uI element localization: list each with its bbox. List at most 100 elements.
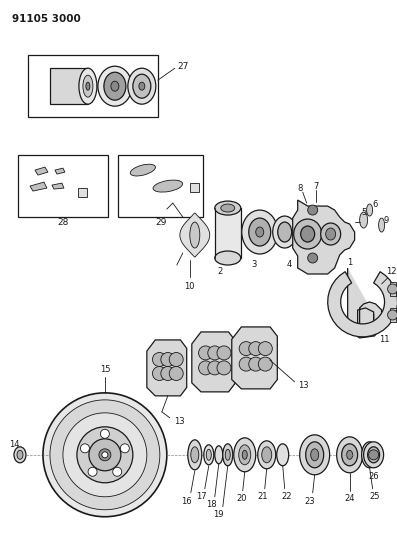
Text: 15: 15 — [100, 366, 110, 374]
Bar — [18, 155, 108, 217]
Polygon shape — [180, 213, 210, 257]
Ellipse shape — [204, 445, 214, 465]
Polygon shape — [389, 282, 395, 296]
Text: 25: 25 — [369, 492, 380, 501]
Ellipse shape — [225, 449, 230, 461]
Polygon shape — [55, 168, 65, 174]
Text: 10: 10 — [185, 282, 195, 292]
Circle shape — [198, 346, 212, 360]
Text: 16: 16 — [181, 497, 192, 506]
Text: 28: 28 — [57, 217, 69, 227]
Ellipse shape — [239, 445, 251, 465]
Polygon shape — [35, 167, 48, 175]
Polygon shape — [192, 332, 235, 392]
Circle shape — [239, 357, 253, 371]
Text: 9: 9 — [384, 215, 389, 224]
Circle shape — [387, 310, 397, 320]
Text: 7: 7 — [313, 182, 318, 191]
Circle shape — [258, 357, 272, 371]
Circle shape — [100, 430, 110, 438]
Text: 19: 19 — [214, 510, 224, 519]
Text: 21: 21 — [258, 492, 268, 501]
Ellipse shape — [326, 228, 335, 240]
Polygon shape — [232, 327, 278, 389]
Ellipse shape — [17, 450, 23, 459]
Text: 23: 23 — [304, 497, 315, 506]
Ellipse shape — [242, 210, 278, 254]
Text: 18: 18 — [206, 500, 217, 509]
Ellipse shape — [258, 441, 276, 469]
Ellipse shape — [337, 437, 362, 473]
Ellipse shape — [368, 447, 380, 463]
Polygon shape — [328, 272, 397, 337]
Ellipse shape — [14, 447, 26, 463]
Ellipse shape — [111, 81, 119, 91]
Ellipse shape — [223, 444, 233, 466]
Bar — [190, 183, 199, 192]
Ellipse shape — [306, 442, 324, 468]
Text: 12: 12 — [386, 268, 397, 277]
Ellipse shape — [364, 442, 384, 468]
Circle shape — [152, 352, 166, 367]
Bar — [50, 68, 88, 104]
Text: 24: 24 — [344, 494, 355, 503]
Text: 2: 2 — [217, 268, 222, 277]
Circle shape — [63, 413, 147, 497]
Ellipse shape — [206, 449, 211, 461]
Text: 4: 4 — [287, 260, 292, 269]
Circle shape — [89, 439, 121, 471]
Ellipse shape — [128, 68, 156, 104]
Bar — [215, 208, 241, 258]
Ellipse shape — [249, 218, 271, 246]
Bar — [28, 55, 158, 117]
Text: 26: 26 — [368, 472, 379, 481]
Ellipse shape — [191, 447, 199, 463]
Text: 3: 3 — [251, 260, 256, 269]
Ellipse shape — [366, 448, 374, 462]
Ellipse shape — [294, 219, 322, 249]
Circle shape — [169, 367, 183, 381]
Ellipse shape — [360, 212, 368, 228]
Text: 20: 20 — [237, 494, 247, 503]
Circle shape — [308, 205, 318, 215]
Text: 13: 13 — [299, 382, 309, 390]
Polygon shape — [348, 268, 382, 338]
Circle shape — [369, 450, 379, 460]
Text: 17: 17 — [197, 492, 207, 501]
Circle shape — [161, 352, 175, 367]
Ellipse shape — [262, 447, 272, 463]
Ellipse shape — [366, 204, 373, 216]
Circle shape — [81, 444, 89, 453]
Ellipse shape — [256, 227, 264, 237]
Ellipse shape — [234, 438, 256, 472]
Polygon shape — [293, 200, 355, 274]
Ellipse shape — [130, 164, 156, 176]
Circle shape — [308, 253, 318, 263]
Polygon shape — [389, 308, 395, 322]
Ellipse shape — [301, 226, 315, 242]
Text: 1: 1 — [347, 257, 352, 266]
Ellipse shape — [215, 201, 241, 215]
Text: 11: 11 — [380, 335, 390, 344]
Ellipse shape — [321, 223, 341, 245]
Polygon shape — [30, 182, 47, 191]
Ellipse shape — [300, 435, 330, 475]
Circle shape — [217, 346, 231, 360]
Text: 14: 14 — [9, 440, 19, 449]
Ellipse shape — [278, 222, 292, 242]
Ellipse shape — [79, 68, 97, 104]
Polygon shape — [52, 183, 64, 189]
Circle shape — [258, 342, 272, 356]
Circle shape — [120, 444, 129, 453]
Text: 6: 6 — [372, 199, 377, 208]
Ellipse shape — [133, 74, 151, 98]
Ellipse shape — [277, 444, 289, 466]
Circle shape — [169, 352, 183, 367]
Ellipse shape — [86, 82, 90, 90]
Ellipse shape — [98, 66, 132, 106]
Ellipse shape — [188, 440, 202, 470]
Ellipse shape — [139, 82, 145, 90]
Circle shape — [249, 357, 263, 371]
Circle shape — [152, 367, 166, 381]
Ellipse shape — [215, 446, 223, 464]
